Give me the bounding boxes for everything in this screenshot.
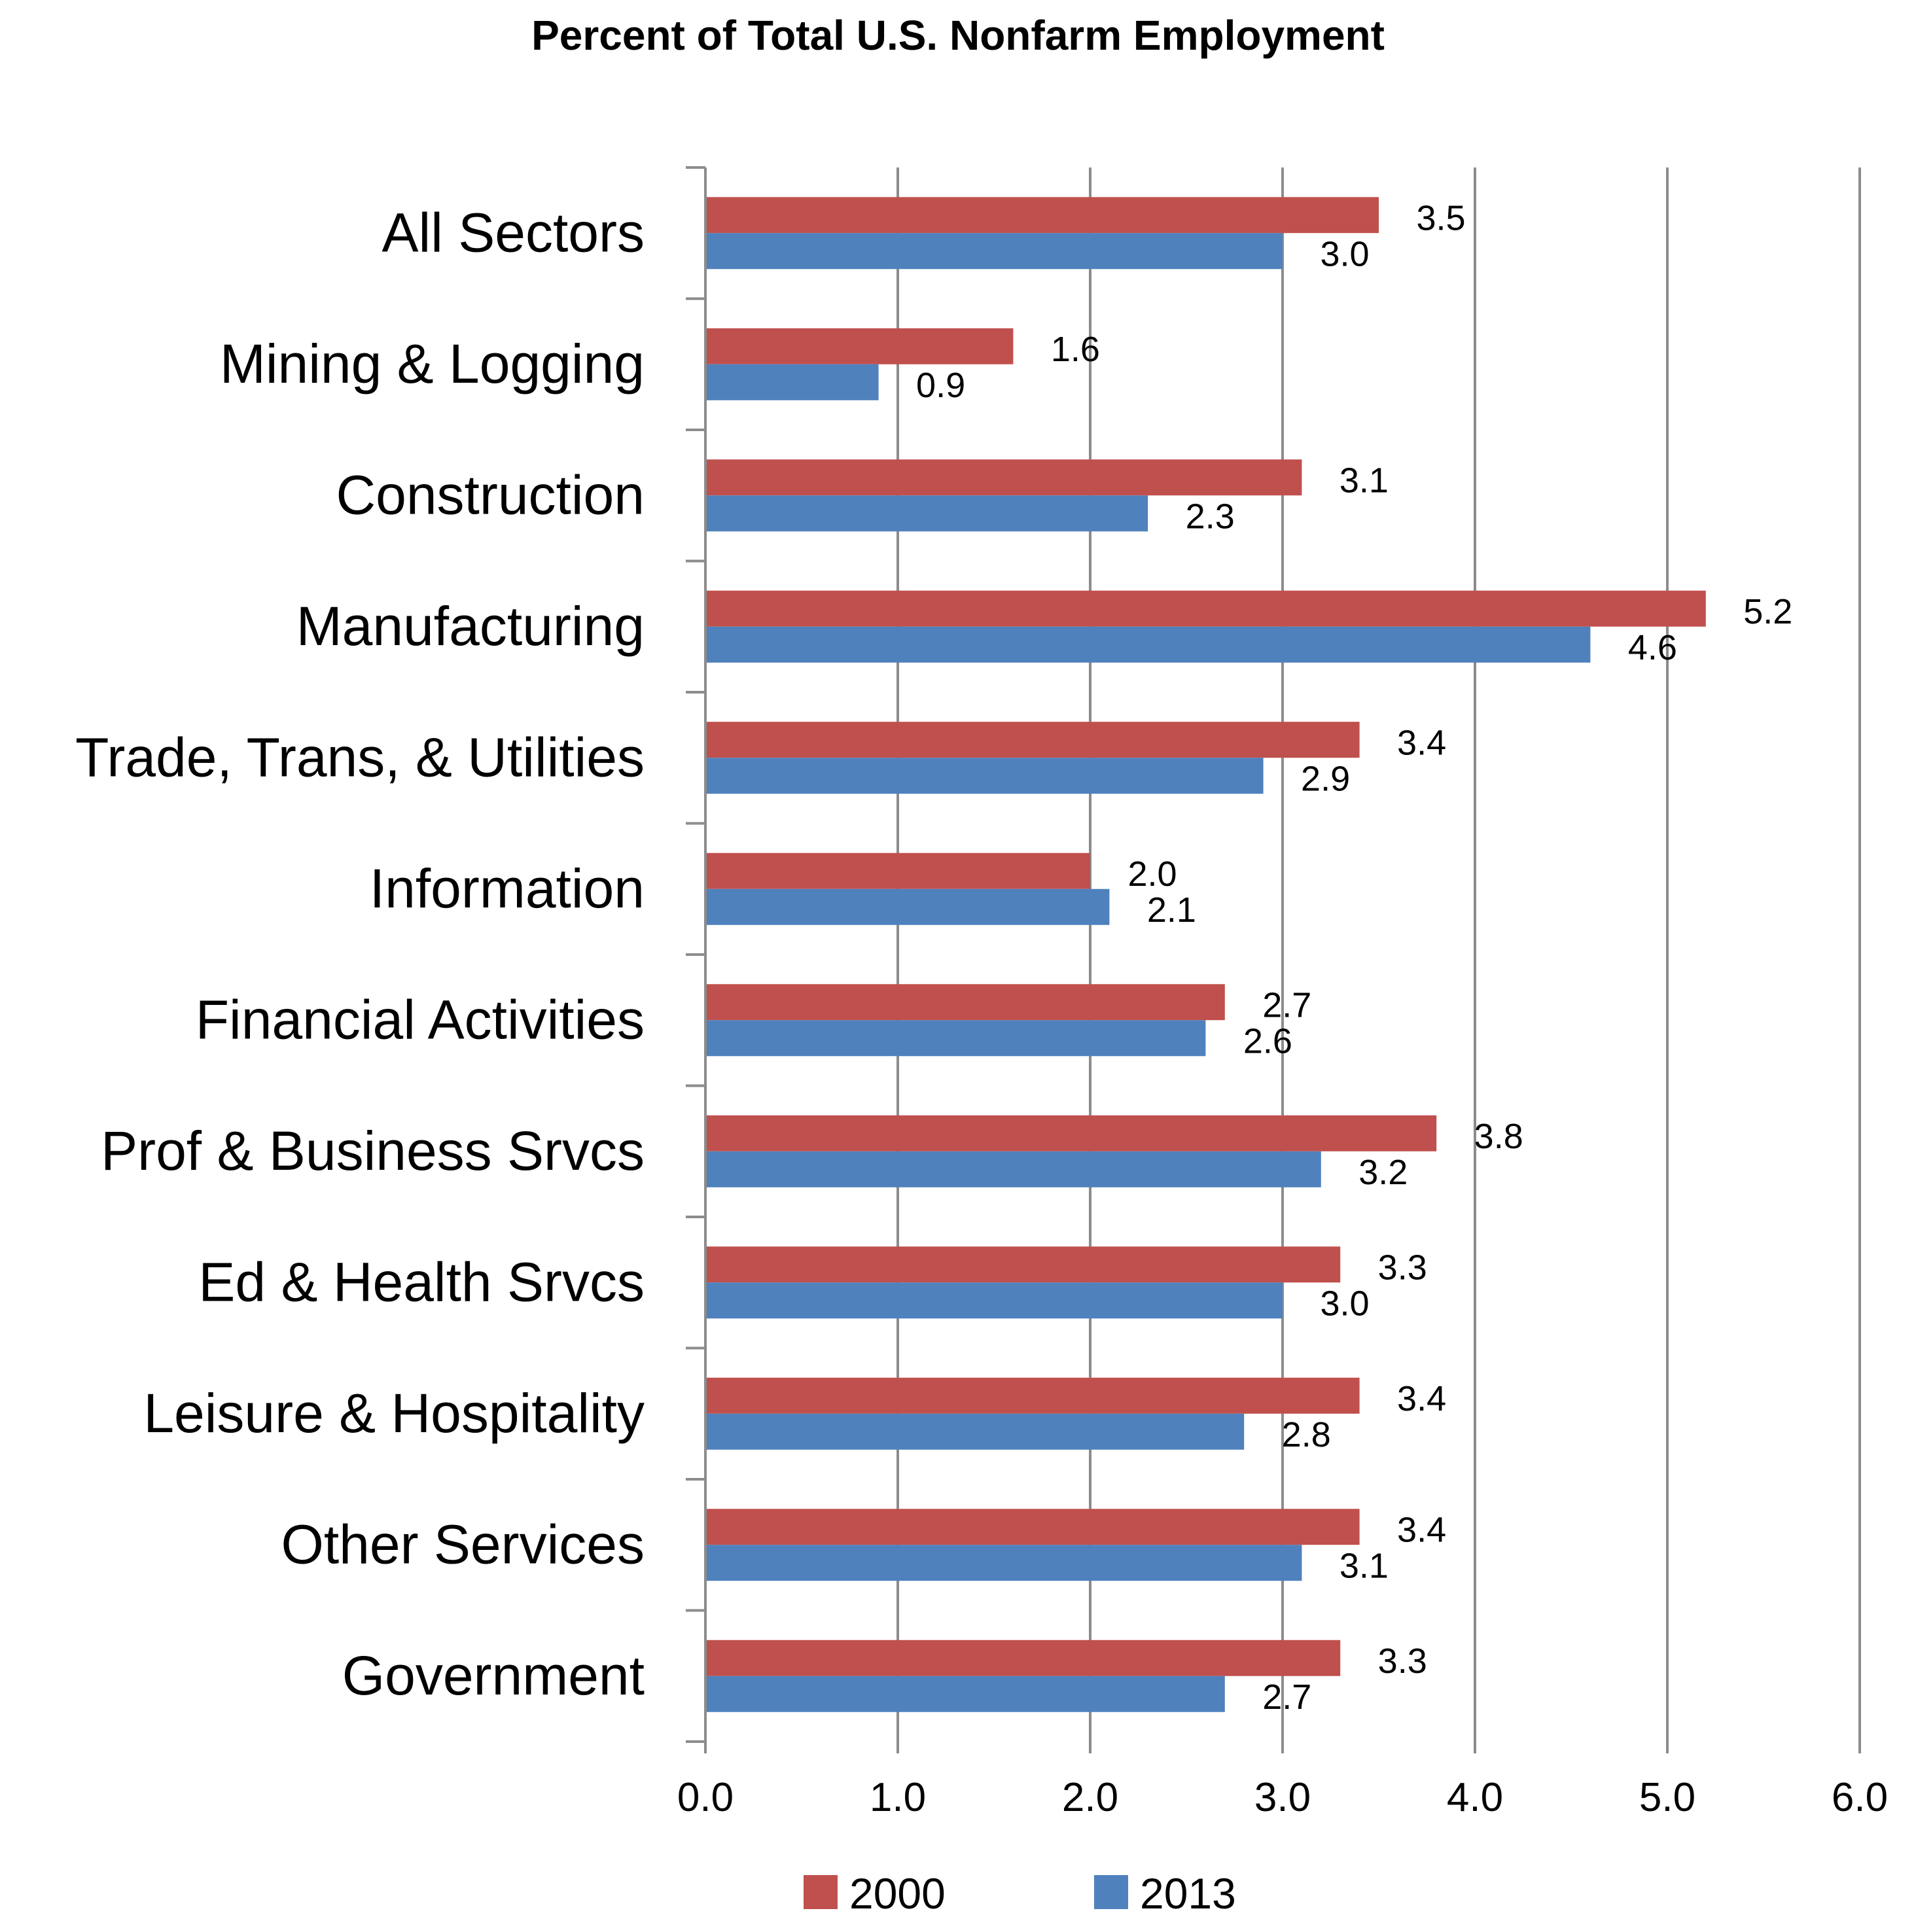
data-label-2000: 3.8 xyxy=(1474,1117,1523,1156)
data-labels: 3.53.01.60.93.12.35.24.63.42.92.02.12.72… xyxy=(916,198,1792,1717)
data-label-2013: 2.7 xyxy=(1262,1677,1311,1717)
bar-2013 xyxy=(705,888,1110,925)
data-label-2000: 3.5 xyxy=(1416,198,1465,237)
data-label-2000: 3.4 xyxy=(1397,723,1446,762)
data-label-2013: 2.1 xyxy=(1147,890,1196,930)
legend-swatch-2013 xyxy=(1094,1875,1128,1909)
category-label: Prof & Business Srvcs xyxy=(101,1120,645,1182)
category-label: Construction xyxy=(336,464,645,525)
x-tick-label: 2.0 xyxy=(1062,1775,1118,1820)
bar-2013 xyxy=(705,1151,1321,1187)
data-label-2013: 2.3 xyxy=(1186,497,1235,536)
gridlines xyxy=(896,167,1861,1742)
bar-2013 xyxy=(705,626,1591,663)
data-label-2013: 4.6 xyxy=(1628,628,1677,667)
bar-2000 xyxy=(705,1115,1437,1151)
data-label-2000: 2.0 xyxy=(1127,854,1177,894)
bars xyxy=(705,197,1706,1712)
category-label: All Sectors xyxy=(382,202,645,263)
data-label-2013: 2.6 xyxy=(1243,1021,1292,1061)
x-tick-label: 6.0 xyxy=(1832,1775,1888,1820)
legend-label-2000: 2000 xyxy=(849,1869,946,1918)
data-label-2000: 3.3 xyxy=(1378,1642,1427,1681)
data-label-2013: 3.0 xyxy=(1320,1284,1369,1323)
legend-swatch-2000 xyxy=(804,1875,838,1909)
bar-2000 xyxy=(705,1377,1360,1414)
data-label-2013: 3.2 xyxy=(1358,1153,1408,1192)
bar-2013 xyxy=(705,1413,1245,1450)
category-label: Ed & Health Srvcs xyxy=(198,1251,645,1312)
data-label-2000: 3.4 xyxy=(1397,1510,1446,1549)
x-tick-label: 3.0 xyxy=(1254,1775,1311,1820)
bar-2013 xyxy=(705,233,1283,270)
category-label: Other Services xyxy=(281,1513,645,1575)
bar-2013 xyxy=(705,1282,1283,1319)
data-label-2000: 5.2 xyxy=(1743,592,1792,631)
bar-2013 xyxy=(705,364,879,400)
bar-2013 xyxy=(705,1676,1225,1712)
bar-2000 xyxy=(705,1640,1341,1676)
bar-2013 xyxy=(705,1020,1206,1057)
legend: 2000 2013 xyxy=(804,1869,1236,1918)
data-label-2013: 3.0 xyxy=(1320,234,1369,273)
bar-2000 xyxy=(705,722,1360,758)
category-label: Trade, Trans, & Utilities xyxy=(75,726,645,788)
category-label: Financial Activities xyxy=(196,989,645,1050)
bar-2000 xyxy=(705,984,1225,1021)
legend-label-2013: 2013 xyxy=(1140,1869,1236,1918)
x-tick-label: 1.0 xyxy=(870,1775,926,1820)
category-label: Mining & Logging xyxy=(220,333,645,395)
data-label-2000: 1.6 xyxy=(1051,330,1100,369)
bar-2000 xyxy=(705,1246,1341,1283)
data-label-2013: 2.9 xyxy=(1301,759,1350,798)
bar-2000 xyxy=(705,590,1706,627)
data-label-2013: 0.9 xyxy=(916,366,965,405)
data-label-2000: 3.3 xyxy=(1378,1248,1427,1287)
data-label-2000: 3.1 xyxy=(1339,461,1389,500)
bar-2013 xyxy=(705,495,1148,532)
data-label-2000: 3.4 xyxy=(1397,1379,1446,1418)
x-tick-label: 0.0 xyxy=(677,1775,734,1820)
x-tick-label: 5.0 xyxy=(1639,1775,1695,1820)
x-tick-label: 4.0 xyxy=(1447,1775,1503,1820)
chart-title: Percent of Total U.S. Nonfarm Employment xyxy=(531,12,1385,59)
data-label-2013: 2.8 xyxy=(1282,1415,1331,1454)
category-label: Information xyxy=(370,858,645,919)
data-label-2013: 3.1 xyxy=(1339,1546,1389,1585)
bar-2000 xyxy=(705,852,1090,889)
bar-2000 xyxy=(705,459,1302,496)
category-label: Government xyxy=(342,1645,645,1706)
category-label: Leisure & Hospitality xyxy=(143,1382,645,1444)
bar-2013 xyxy=(705,758,1264,794)
bar-2000 xyxy=(705,328,1014,364)
bar-2013 xyxy=(705,1545,1302,1581)
category-label: Manufacturing xyxy=(296,595,645,657)
data-label-2000: 2.7 xyxy=(1262,985,1311,1025)
bar-2000 xyxy=(705,197,1379,234)
bar-2000 xyxy=(705,1509,1360,1545)
axes: 0.0 1.0 2.0 3.0 4.0 5.0 6.0 All Sectors Mining &… xyxy=(75,166,1888,1820)
